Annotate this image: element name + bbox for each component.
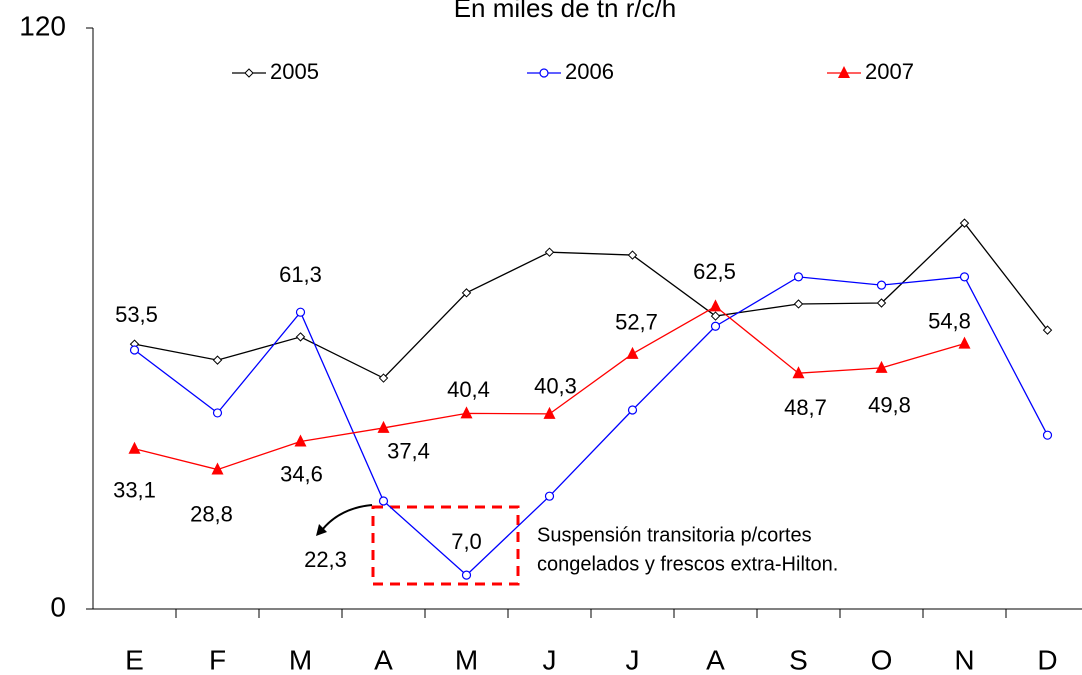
x-tick-label: E <box>125 644 144 675</box>
legend-marker <box>539 68 549 78</box>
data-label: 62,5 <box>693 259 736 284</box>
x-tick-label: A <box>706 644 725 675</box>
data-label: 52,7 <box>615 310 658 335</box>
data-label: 7,0 <box>451 529 482 554</box>
data-label: 53,5 <box>115 302 158 327</box>
data-label: 40,4 <box>447 377 490 402</box>
x-tick-label: N <box>954 644 974 675</box>
data-label: 49,8 <box>868 393 911 418</box>
highlight-box <box>371 505 520 586</box>
data-label: 40,3 <box>534 374 577 399</box>
marker <box>295 307 306 317</box>
marker <box>958 336 971 349</box>
marker <box>378 373 389 383</box>
data-label: 33,1 <box>113 478 156 503</box>
marker <box>627 405 638 415</box>
series-line <box>134 276 1049 576</box>
marker <box>1042 430 1053 440</box>
marker <box>959 272 970 282</box>
marker <box>627 250 638 260</box>
legend-label: 2006 <box>565 59 614 84</box>
x-tick-label: M <box>289 644 312 675</box>
x-tick-label: J <box>543 644 557 675</box>
data-label: 54,8 <box>928 308 971 333</box>
marker <box>876 298 887 308</box>
marker <box>294 434 307 447</box>
marker <box>129 345 140 355</box>
marker <box>543 406 556 419</box>
annotation-arrow <box>321 504 373 531</box>
marker <box>544 491 555 501</box>
marker <box>1042 325 1053 335</box>
data-label: 34,6 <box>280 461 323 486</box>
x-tick-label: F <box>209 644 226 675</box>
marker <box>212 408 223 418</box>
y-tick-label: 0 <box>50 591 66 622</box>
arrow-head <box>316 524 327 536</box>
marker <box>460 406 473 419</box>
annotation: Suspensión transitoria p/cortes <box>537 524 812 546</box>
legend-label: 2005 <box>270 59 319 84</box>
data-label: 28,8 <box>190 501 233 526</box>
x-tick-label: O <box>871 644 893 675</box>
data-label: 22,3 <box>304 547 347 572</box>
marker <box>378 496 389 506</box>
y-tick-label: 120 <box>19 10 66 41</box>
chart-title: En miles de tn r/c/h <box>454 0 677 23</box>
legend-marker <box>838 66 850 78</box>
marker <box>710 321 721 331</box>
marker <box>461 288 472 298</box>
marker <box>876 280 887 290</box>
marker <box>295 332 306 342</box>
marker <box>709 299 722 312</box>
marker <box>710 311 721 321</box>
x-tick-label: D <box>1037 644 1057 675</box>
data-label: 61,3 <box>279 262 322 287</box>
marker <box>377 420 390 433</box>
x-tick-label: J <box>626 644 640 675</box>
marker <box>128 441 141 454</box>
marker <box>959 218 970 228</box>
data-label: 48,7 <box>784 395 827 420</box>
marker <box>211 462 224 475</box>
data-label: 37,4 <box>387 439 430 464</box>
x-tick-label: M <box>455 644 478 675</box>
marker <box>875 360 888 373</box>
marker <box>626 346 639 359</box>
marker <box>544 247 555 257</box>
marker <box>792 366 805 379</box>
marker <box>793 272 804 282</box>
legend-marker <box>244 68 254 78</box>
marker <box>212 355 223 365</box>
legend-label: 2007 <box>865 59 914 84</box>
annotation: congelados y frescos extra-Hilton. <box>537 553 838 575</box>
x-tick-label: S <box>789 644 808 675</box>
marker <box>793 299 804 309</box>
x-tick-label: A <box>374 644 393 675</box>
marker <box>461 570 472 580</box>
series-line <box>134 222 1049 379</box>
